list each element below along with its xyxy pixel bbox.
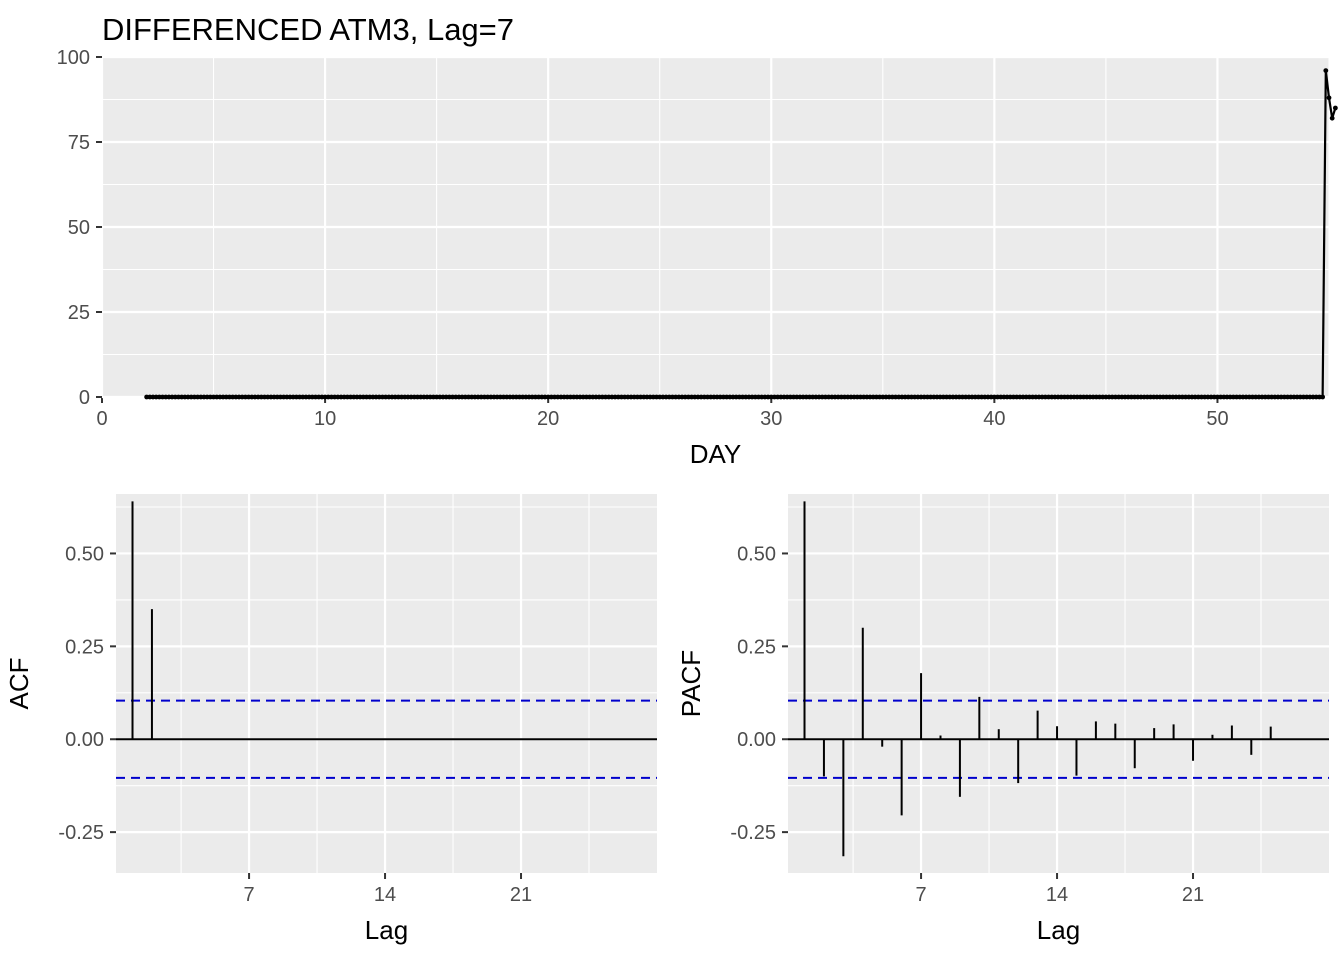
y-tick-label: -0.25 xyxy=(58,822,104,844)
data-point xyxy=(1323,68,1329,73)
y-tick-label: 100 xyxy=(57,47,90,69)
panel-background xyxy=(116,494,657,873)
x-tick-label: 7 xyxy=(244,884,255,906)
x-axis-title: Lag xyxy=(1037,915,1080,945)
data-point xyxy=(1326,95,1332,101)
x-tick-label: 30 xyxy=(760,408,782,430)
time-series-chart: 0 10 20 30 40 50 0 25 50 75 100 DAY xyxy=(57,47,1338,469)
data-point xyxy=(1329,115,1335,121)
x-axis-title: DAY xyxy=(690,439,742,469)
x-tick-label: 10 xyxy=(314,408,336,430)
y-tick-label: 50 xyxy=(68,217,90,239)
x-tick-label: 7 xyxy=(916,884,927,906)
data-point xyxy=(1332,105,1338,111)
x-tick-label: 50 xyxy=(1206,408,1228,430)
y-tick-label: 0.50 xyxy=(65,543,104,565)
y-tick-label: 0.25 xyxy=(65,636,104,658)
pacf-chart: 7 14 21 -0.25 0.00 0.25 0.50 Lag PACF xyxy=(676,494,1329,945)
x-tick-label: 0 xyxy=(96,408,107,430)
x-tick-label: 40 xyxy=(983,408,1005,430)
y-tick-label: 0.00 xyxy=(65,729,104,751)
y-tick-label: 0.25 xyxy=(737,636,776,658)
y-tick-label: 0.00 xyxy=(737,729,776,751)
y-tick-label: 0 xyxy=(79,387,90,409)
x-tick-label: 21 xyxy=(1182,884,1204,906)
y-tick-label: 0.50 xyxy=(737,543,776,565)
y-tick-label: 25 xyxy=(68,302,90,324)
data-point xyxy=(1320,394,1326,400)
x-tick-label: 14 xyxy=(374,884,396,906)
y-axis-title: PACF xyxy=(676,650,706,717)
x-tick-label: 20 xyxy=(537,408,559,430)
x-axis-title: Lag xyxy=(365,915,408,945)
y-tick-label: -0.25 xyxy=(730,822,776,844)
acf-chart: 7 14 21 -0.25 0.00 0.25 0.50 Lag ACF xyxy=(4,494,657,945)
plot-title: DIFFERENCED ATM3, Lag=7 xyxy=(102,12,514,47)
y-tick-label: 75 xyxy=(68,132,90,154)
x-tick-label: 14 xyxy=(1046,884,1068,906)
x-tick-label: 21 xyxy=(510,884,532,906)
y-axis-title: ACF xyxy=(4,658,34,710)
panel-background xyxy=(788,494,1329,873)
